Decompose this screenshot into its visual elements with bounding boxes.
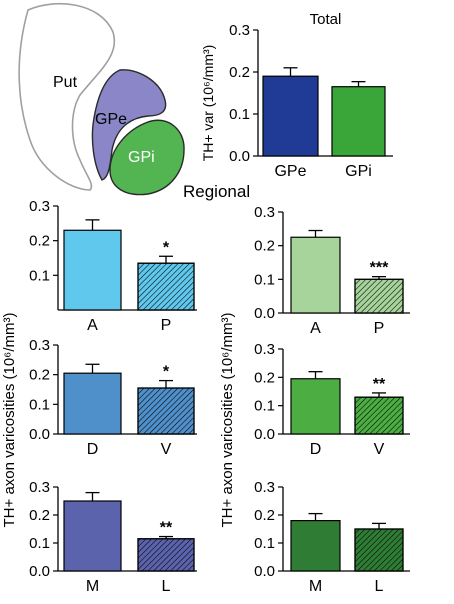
significance-marker: *** <box>370 260 389 277</box>
y-tick-label: 0.2 <box>254 238 275 255</box>
bar-D <box>63 372 122 435</box>
chart-gpi_ap: 0.0 0.1 0.2 0.3 A *** P <box>254 204 410 337</box>
y-tick-label: 0.3 <box>229 22 250 39</box>
category-label: D <box>87 441 99 458</box>
bar-hatch-V <box>354 396 404 435</box>
gpe-region <box>91 69 167 181</box>
y-tick-label: 0.2 <box>29 367 50 384</box>
category-label: L <box>162 578 171 595</box>
y-tick-label: 0.1 <box>254 398 275 415</box>
y-tick-label: 0.0 <box>29 426 50 443</box>
gpi-region <box>109 119 185 196</box>
category-label: P <box>374 320 385 337</box>
y-tick-label: 0.3 <box>29 479 50 496</box>
regional-y-axis-label-right: TH+ axon varicosities (10⁶/mm³) <box>219 313 236 528</box>
y-tick-label: 0.2 <box>229 64 250 81</box>
regional-y-axis-label-right-text: TH+ axon varicosities (10⁶/mm³) <box>219 313 236 528</box>
y-tick-label: 0.0 <box>254 305 275 322</box>
category-label: D <box>310 441 322 458</box>
y-tick-label: 0.2 <box>254 369 275 386</box>
y-tick-label: 0.3 <box>254 204 275 221</box>
category-label: A <box>87 317 98 334</box>
y-tick-label: 0.0 <box>254 563 275 580</box>
y-tick-label: 0.3 <box>254 479 275 496</box>
gpi-label: GPi <box>128 149 155 166</box>
category-label: V <box>161 441 172 458</box>
category-label: A <box>310 320 321 337</box>
significance-marker: * <box>163 239 170 256</box>
y-tick-label: 0.1 <box>29 267 50 284</box>
category-label: L <box>375 578 384 595</box>
significance-marker: ** <box>160 520 173 537</box>
category-label: V <box>374 441 385 458</box>
chart-gpe_ap: 0.1 0.2 0.3 A * P <box>29 198 197 334</box>
putamen-label: Put <box>53 74 78 91</box>
anatomy-schematic: Put GPe GPi <box>18 2 185 196</box>
regional-y-axis-label-left-text: TH+ axon varicosities (10⁶/mm³) <box>1 313 18 528</box>
y-tick-label: 0.1 <box>29 535 50 552</box>
y-tick-label: 0.1 <box>254 271 275 288</box>
bar-A <box>290 236 341 314</box>
y-tick-label: 0.1 <box>29 396 50 413</box>
bar-A <box>63 229 122 311</box>
bar-hatch-P <box>354 278 404 314</box>
section-label-regional: Regional <box>183 182 250 201</box>
total-y-axis-label: TH+ var (10⁶/mm³) <box>200 45 216 162</box>
category-label: GPi <box>345 163 372 180</box>
y-tick-label: 0.0 <box>254 426 275 443</box>
bar-hatch-V <box>137 387 195 435</box>
bar-hatch-P <box>137 262 195 311</box>
bar-hatch-L <box>137 538 195 572</box>
chart-gpe_ml: 0.0 0.1 0.2 0.3 M ** L <box>29 479 197 595</box>
y-tick-label: 0.1 <box>229 106 250 123</box>
category-label: M <box>309 578 322 595</box>
bar-D <box>290 378 341 435</box>
bar-M <box>63 500 122 572</box>
category-label: GPe <box>274 163 306 180</box>
y-tick-label: 0.3 <box>254 341 275 358</box>
putamen-outline <box>18 2 116 191</box>
bar-M <box>290 519 341 572</box>
y-tick-label: 0.3 <box>29 337 50 354</box>
chart-total: 0.0 0.1 0.2 0.3 Total GPe GPi <box>229 11 393 180</box>
y-tick-label: 0.0 <box>29 563 50 580</box>
chart-gpe_dv: 0.0 0.1 0.2 0.3 D * V <box>29 337 197 458</box>
category-label: P <box>161 317 172 334</box>
y-tick-label: 0.2 <box>29 233 50 250</box>
bar-GPi <box>331 86 386 157</box>
chart-gpi_ml: 0.0 0.1 0.2 0.3 M L <box>254 479 410 595</box>
significance-marker: * <box>163 364 170 381</box>
y-tick-label: 0.2 <box>254 507 275 524</box>
chart-title: Total <box>310 11 342 28</box>
y-tick-label: 0.3 <box>29 198 50 215</box>
bar-hatch-L <box>354 528 404 572</box>
chart-gpi_dv: 0.0 0.1 0.2 0.3 D ** V <box>254 341 410 458</box>
total-y-axis-label-text: TH+ var (10⁶/mm³) <box>200 45 216 162</box>
gpe-label: GPe <box>95 111 127 128</box>
significance-marker: ** <box>373 376 386 393</box>
regional-y-axis-label-left: TH+ axon varicosities (10⁶/mm³) <box>1 313 18 528</box>
bar-GPe <box>262 75 319 157</box>
y-tick-label: 0.0 <box>229 148 250 165</box>
y-tick-label: 0.2 <box>29 507 50 524</box>
y-tick-label: 0.1 <box>254 535 275 552</box>
category-label: M <box>86 578 99 595</box>
